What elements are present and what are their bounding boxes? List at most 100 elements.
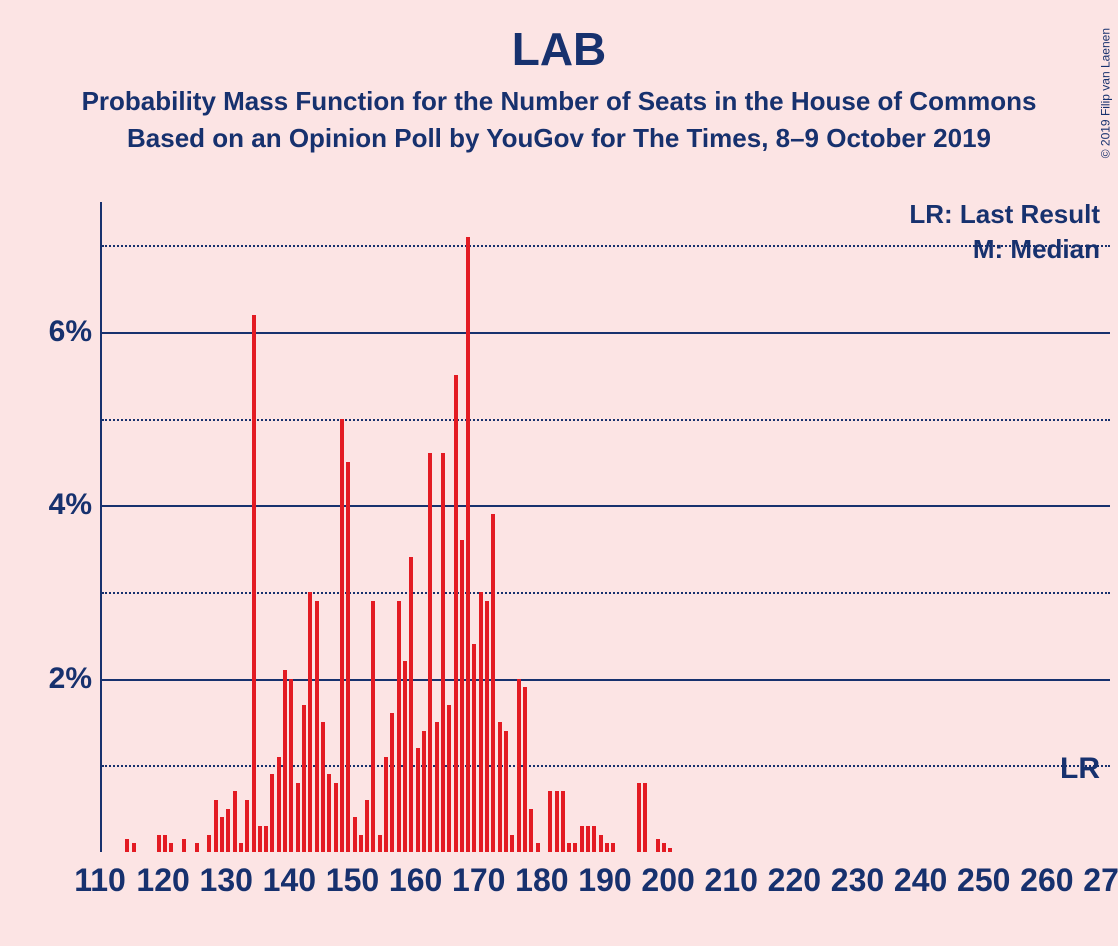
x-tick-label: 190 (578, 862, 631, 899)
bar (491, 514, 495, 852)
bar (422, 731, 426, 852)
bar (397, 601, 401, 852)
bar (586, 826, 590, 852)
bar (346, 462, 350, 852)
plot-area: LR: Last Result M: Median LR (100, 202, 1110, 852)
bar (441, 453, 445, 852)
x-tick-label: 210 (705, 862, 758, 899)
bar (163, 835, 167, 852)
x-tick-label: 270 (1083, 862, 1118, 899)
bar (529, 809, 533, 852)
bar (277, 757, 281, 852)
bar (283, 670, 287, 852)
bar (157, 835, 161, 852)
bar (637, 783, 641, 852)
bar (220, 817, 224, 852)
bar (245, 800, 249, 852)
bar (536, 843, 540, 852)
y-tick-label: 6% (22, 315, 92, 349)
bar (498, 722, 502, 852)
chart-subtitle: Probability Mass Function for the Number… (0, 86, 1118, 117)
bar (662, 843, 666, 852)
bar (472, 644, 476, 852)
x-tick-label: 140 (263, 862, 316, 899)
x-tick-label: 220 (768, 862, 821, 899)
bar (573, 843, 577, 852)
legend-median: M: Median (973, 234, 1100, 265)
chart-title: LAB (0, 22, 1118, 76)
x-tick-label: 230 (831, 862, 884, 899)
bar (656, 839, 660, 852)
bar (207, 835, 211, 852)
copyright-text: © 2019 Filip van Laenen (1098, 28, 1112, 158)
bar (315, 601, 319, 852)
bar (567, 843, 571, 852)
x-tick-label: 250 (957, 862, 1010, 899)
bar (214, 800, 218, 852)
bar (132, 843, 136, 852)
bar (416, 748, 420, 852)
bar (555, 791, 559, 852)
y-tick-label: 2% (22, 662, 92, 696)
bar (561, 791, 565, 852)
x-tick-label: 120 (136, 862, 189, 899)
legend-last-result: LR: Last Result (909, 199, 1100, 230)
bar (371, 601, 375, 852)
bar (517, 679, 521, 852)
bar (302, 705, 306, 852)
bar (169, 843, 173, 852)
bar (466, 237, 470, 852)
bar (479, 592, 483, 852)
bar (340, 419, 344, 852)
bar (252, 315, 256, 852)
bar (447, 705, 451, 852)
x-tick-label: 180 (515, 862, 568, 899)
bar (523, 687, 527, 852)
x-tick-label: 150 (326, 862, 379, 899)
bar (435, 722, 439, 852)
bar (195, 843, 199, 852)
bar (599, 835, 603, 852)
y-tick-label: 4% (22, 488, 92, 522)
x-tick-label: 160 (389, 862, 442, 899)
x-tick-label: 200 (641, 862, 694, 899)
x-tick-label: 170 (452, 862, 505, 899)
x-tick-label: 240 (894, 862, 947, 899)
bar (403, 661, 407, 852)
bar (226, 809, 230, 852)
bar (409, 557, 413, 852)
bar (428, 453, 432, 852)
bar (321, 722, 325, 852)
bar (390, 713, 394, 852)
bar (258, 826, 262, 852)
bar (611, 843, 615, 852)
bar (378, 835, 382, 852)
bar (327, 774, 331, 852)
bar (365, 800, 369, 852)
bar (264, 826, 268, 852)
chart-area: LR: Last Result M: Median LR 110 120 130 14… (22, 202, 1118, 922)
bar (334, 783, 338, 852)
x-tick-label: 260 (1020, 862, 1073, 899)
bar (182, 839, 186, 852)
x-axis-ticks: 1101201301401501601701801902002102202302… (100, 862, 1110, 912)
bar (270, 774, 274, 852)
bar (460, 540, 464, 852)
bar (643, 783, 647, 852)
bar (548, 791, 552, 852)
bar (668, 848, 672, 852)
x-tick-label: 110 (74, 862, 126, 899)
bar (605, 843, 609, 852)
bar (353, 817, 357, 852)
bar (239, 843, 243, 852)
bar (454, 375, 458, 852)
bar (510, 835, 514, 852)
chart-subsubtitle: Based on an Opinion Poll by YouGov for T… (0, 123, 1118, 154)
lr-marker-label: LR (1060, 752, 1100, 786)
bar (125, 839, 129, 852)
bar (384, 757, 388, 852)
bar (504, 731, 508, 852)
bar (296, 783, 300, 852)
x-tick-label: 130 (200, 862, 253, 899)
bar (359, 835, 363, 852)
